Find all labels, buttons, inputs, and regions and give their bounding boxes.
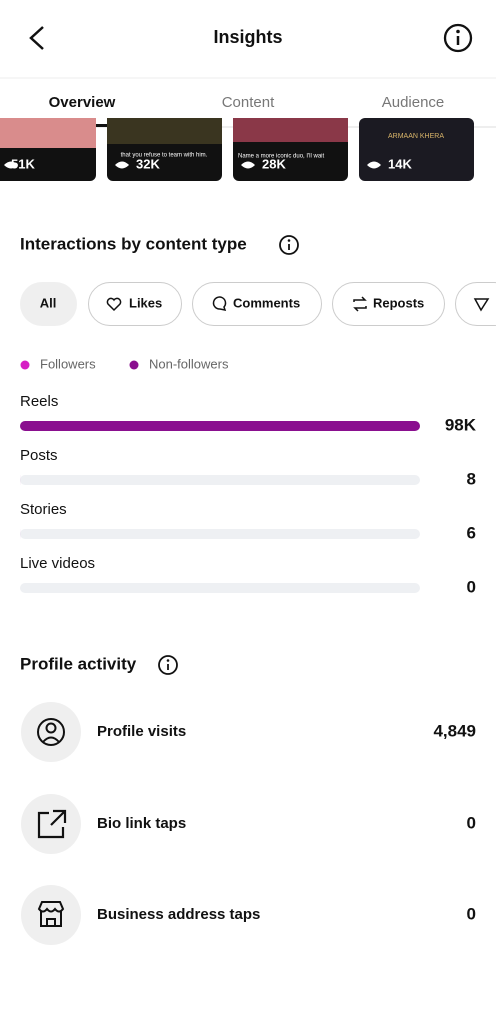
- row-label: Posts: [20, 447, 58, 464]
- activity-value: 0: [467, 813, 476, 832]
- activity-list: Profile visits 4,849 Bio link taps 0 Busines…: [97, 721, 476, 923]
- title: Insights: [213, 27, 282, 47]
- legend-swatch: [21, 361, 30, 370]
- row-value: 0: [467, 577, 476, 596]
- bar-rows: Reels 98K Posts 8 Stories 6 Live videos 0: [20, 393, 477, 597]
- legend-label: Followers: [40, 356, 96, 371]
- chip-label[interactable]: Reposts: [373, 295, 424, 310]
- bar: [20, 421, 420, 431]
- view-count: 28K: [262, 156, 286, 171]
- bar-track: [20, 529, 420, 539]
- activity-icon: [21, 702, 81, 762]
- row-label: Reels: [20, 393, 58, 410]
- activity-label: Business address taps: [97, 906, 260, 923]
- activity-label: Profile visits: [97, 723, 186, 740]
- activity-icon: [21, 885, 81, 945]
- section-title: Profile activity: [20, 654, 137, 673]
- back-icon[interactable]: [31, 27, 43, 49]
- caption: ARMAAN KHERA: [388, 133, 444, 140]
- legend-label: Non-followers: [149, 356, 229, 371]
- bar-track: [20, 475, 420, 485]
- caption: that you refuse to team with him.: [121, 153, 208, 159]
- activity-icon: [21, 794, 81, 854]
- view-count: 14K: [388, 156, 412, 171]
- video-card[interactable]: 51K: [0, 118, 96, 181]
- view-count: 51K: [11, 156, 35, 171]
- activity-label: Bio link taps: [97, 815, 186, 832]
- chip-label[interactable]: Comments: [233, 295, 300, 310]
- info-icon[interactable]: [280, 236, 298, 254]
- section-title: Interactions by content type: [20, 234, 247, 253]
- legend: Followers Non-followers: [21, 356, 229, 371]
- view-count: 32K: [136, 156, 160, 171]
- video-card[interactable]: Name a more iconic duo, I'll wait 28K: [233, 118, 348, 181]
- activity-value: 4,849: [433, 721, 476, 740]
- tab[interactable]: Audience: [382, 94, 445, 111]
- chip-label[interactable]: All: [40, 295, 57, 310]
- chip-label[interactable]: Likes: [129, 295, 162, 310]
- video-card[interactable]: ARMAAN KHERA 14K: [359, 118, 474, 181]
- activity-value: 0: [467, 904, 476, 923]
- row-value: 8: [467, 469, 476, 488]
- row-value: 6: [467, 523, 476, 542]
- bar-track: [20, 583, 420, 593]
- tab[interactable]: Overview: [49, 94, 116, 111]
- row-value: 98K: [445, 415, 477, 434]
- info-icon[interactable]: [445, 25, 471, 51]
- video-card[interactable]: that you refuse to team with him. 32K: [107, 118, 222, 181]
- row-label: Stories: [20, 501, 67, 518]
- legend-swatch: [130, 361, 139, 370]
- row-label: Live videos: [20, 555, 95, 572]
- chip[interactable]: [456, 283, 496, 326]
- tab[interactable]: Content: [222, 94, 275, 111]
- info-icon[interactable]: [159, 656, 177, 674]
